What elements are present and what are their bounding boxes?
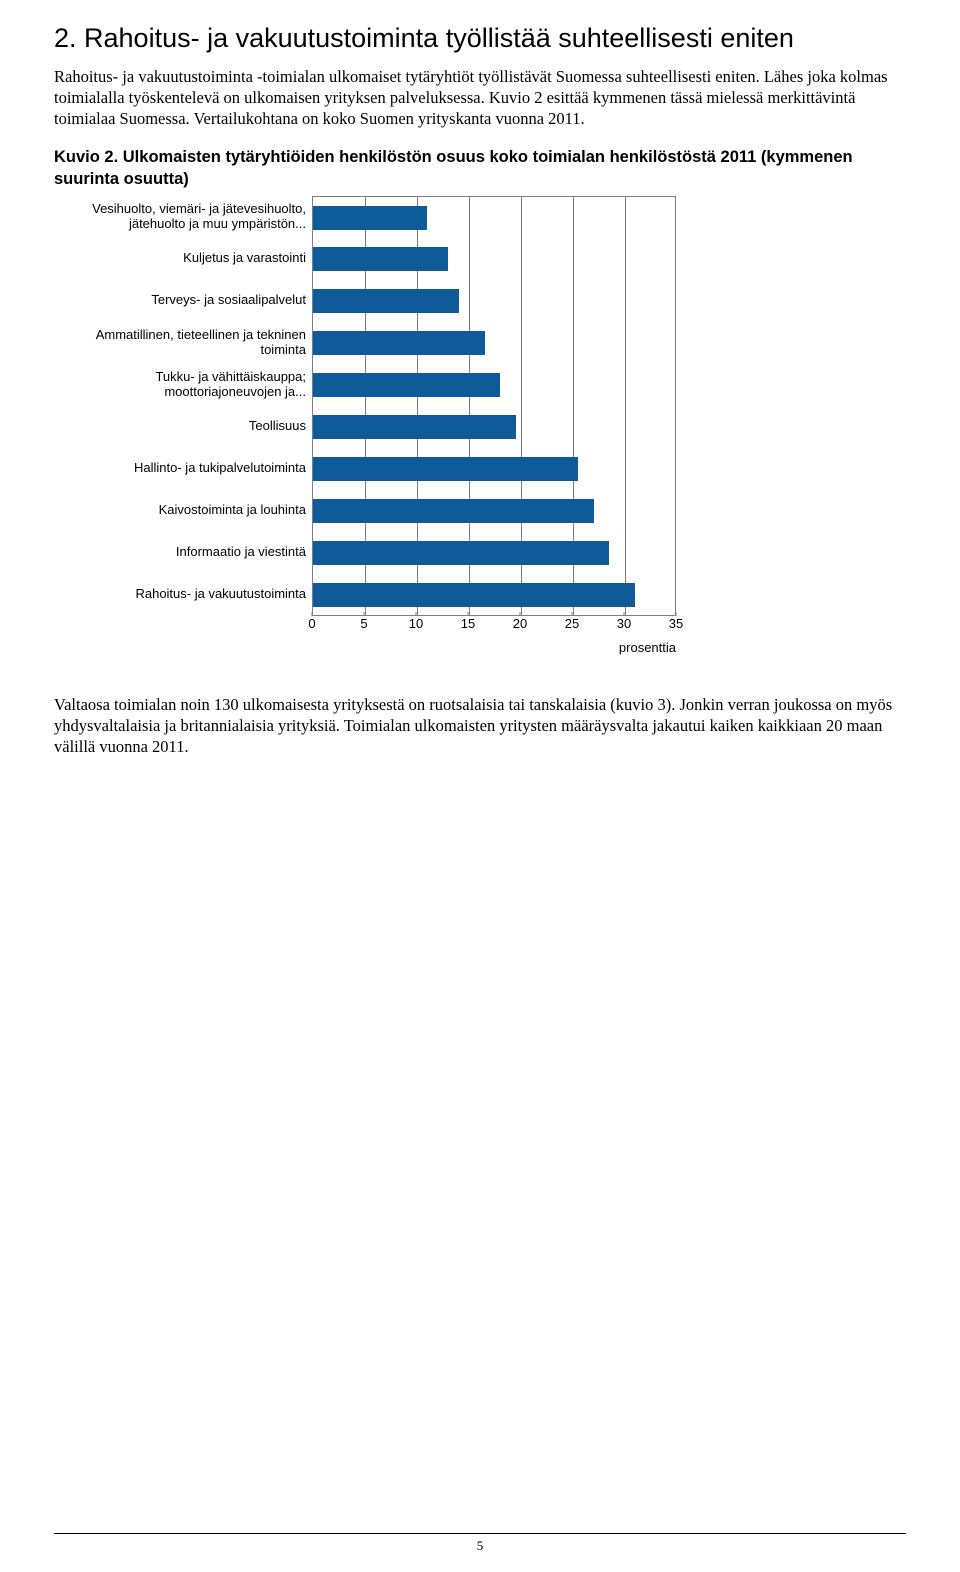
chart-category-label: Hallinto- ja tukipalvelutoiminta	[54, 448, 312, 490]
chart-row: Teollisuus	[54, 406, 906, 448]
chart-x-tick: 10	[409, 616, 423, 631]
page-footer: 5	[54, 1533, 906, 1554]
chart-x-tick: 20	[513, 616, 527, 631]
chart-bar	[313, 499, 594, 523]
chart-bar	[313, 415, 516, 439]
chart-x-tick: 25	[565, 616, 579, 631]
chart-x-tick: 30	[617, 616, 631, 631]
chart-bar	[313, 247, 448, 271]
chart-category-label: Ammatillinen, tieteellinen ja tekninen t…	[54, 322, 312, 364]
chart-bar	[313, 206, 427, 230]
intro-paragraph: Rahoitus- ja vakuutustoiminta -toimialan…	[54, 66, 906, 129]
chart-category-label: Teollisuus	[54, 406, 312, 448]
chart-row: Informaatio ja viestintä	[54, 532, 906, 574]
chart-category-label: Terveys- ja sosiaalipalvelut	[54, 280, 312, 322]
chart-row: Vesihuolto, viemäri- ja jätevesihuolto, …	[54, 196, 906, 238]
followup-paragraph: Valtaosa toimialan noin 130 ulkomaisesta…	[54, 694, 906, 757]
chart-row: Hallinto- ja tukipalvelutoiminta	[54, 448, 906, 490]
chart-x-axis: 05101520253035prosenttia	[54, 616, 906, 644]
chart-title: Kuvio 2. Ulkomaisten tytäryhtiöiden henk…	[54, 147, 906, 190]
chart-category-label: Vesihuolto, viemäri- ja jätevesihuolto, …	[54, 196, 312, 238]
chart-row: Tukku- ja vähittäiskauppa; moottoriajone…	[54, 364, 906, 406]
chart-row: Rahoitus- ja vakuutustoiminta	[54, 574, 906, 616]
chart-bar	[313, 373, 500, 397]
chart-bar	[313, 457, 578, 481]
page-number: 5	[54, 1538, 906, 1554]
chart-category-label: Kaivostoiminta ja louhinta	[54, 490, 312, 532]
section-heading: 2. Rahoitus- ja vakuutustoiminta työllis…	[54, 22, 906, 56]
chart-bar	[313, 331, 485, 355]
footer-rule	[54, 1533, 906, 1534]
chart-row: Terveys- ja sosiaalipalvelut	[54, 280, 906, 322]
chart-x-axis-label: prosenttia	[619, 640, 676, 655]
bar-chart: Vesihuolto, viemäri- ja jätevesihuolto, …	[54, 196, 906, 644]
chart-bar	[313, 583, 635, 607]
chart-bar	[313, 541, 609, 565]
chart-x-tick: 0	[308, 616, 315, 631]
chart-row: Kuljetus ja varastointi	[54, 238, 906, 280]
chart-category-label: Informaatio ja viestintä	[54, 532, 312, 574]
chart-category-label: Rahoitus- ja vakuutustoiminta	[54, 574, 312, 616]
chart-row: Kaivostoiminta ja louhinta	[54, 490, 906, 532]
chart-category-label: Kuljetus ja varastointi	[54, 238, 312, 280]
chart-category-label: Tukku- ja vähittäiskauppa; moottoriajone…	[54, 364, 312, 406]
chart-x-tick: 15	[461, 616, 475, 631]
chart-row: Ammatillinen, tieteellinen ja tekninen t…	[54, 322, 906, 364]
chart-bar	[313, 289, 459, 313]
chart-x-tick: 5	[360, 616, 367, 631]
chart-x-tick: 35	[669, 616, 683, 631]
